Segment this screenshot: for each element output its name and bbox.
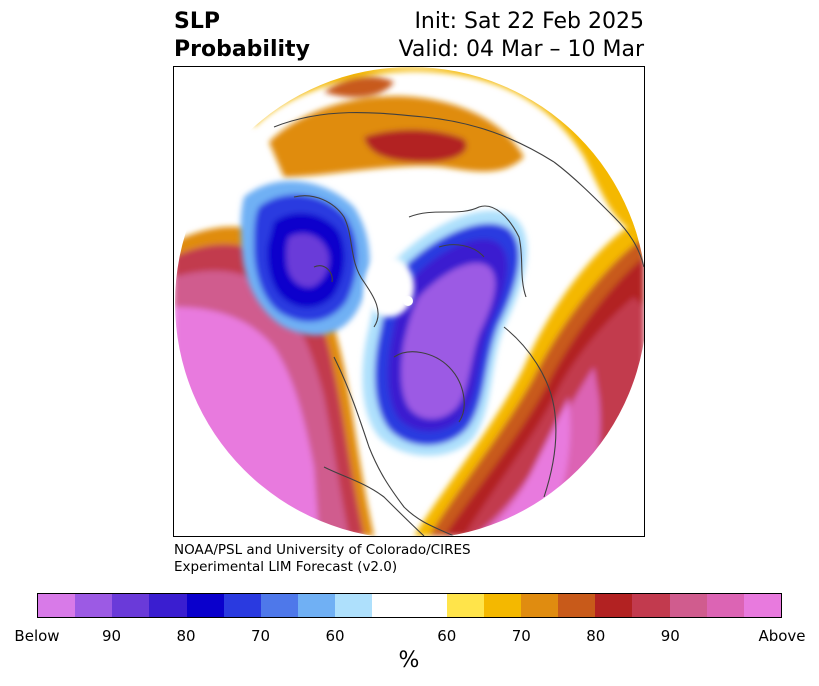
colorbar-tick-label: 80 [176, 627, 196, 645]
colorbar-unit: % [398, 648, 420, 673]
colorbar-tick-label: Above [758, 627, 806, 645]
colorbar-segment [706, 594, 744, 617]
west-below-anomaly [240, 180, 370, 336]
colorbar-segment [669, 594, 707, 617]
colorbar-segment [483, 594, 522, 617]
colorbar-tick-label: 60 [437, 627, 457, 645]
colorbar [37, 593, 782, 618]
chart-title: SLP Probability [174, 8, 310, 64]
credit-line-2: Experimental LIM Forecast (v2.0) [174, 559, 398, 575]
title-line-2: Probability [174, 37, 310, 62]
colorbar-segment [75, 594, 113, 617]
coastlines [273, 111, 644, 536]
title-line-1: SLP [174, 9, 220, 34]
colorbar-segment [298, 594, 336, 617]
colorbar-tick-label: 70 [511, 627, 531, 645]
colorbar-segment [38, 594, 76, 617]
colorbar-segment [335, 594, 373, 617]
forecast-dates: Init: Sat 22 Feb 2025 Valid: 04 Mar – 10… [399, 8, 644, 64]
colorbar-tick-label: 90 [101, 627, 122, 645]
north-pole-marker [403, 296, 413, 306]
colorbar-segment [223, 594, 261, 617]
valid-range: Valid: 04 Mar – 10 Mar [398, 37, 644, 62]
colorbar-tick-label: Below [14, 627, 60, 645]
colorbar-tick-label: 60 [325, 627, 345, 645]
data-credit: NOAA/PSL and University of Colorado/CIRE… [174, 542, 471, 576]
init-date: Init: Sat 22 Feb 2025 [414, 9, 644, 34]
colorbar-segment [595, 594, 633, 617]
credit-line-1: NOAA/PSL and University of Colorado/CIRE… [174, 542, 471, 558]
colorbar-segment [186, 594, 224, 617]
colorbar-segment [446, 594, 484, 617]
colorbar-segment [521, 594, 559, 617]
colorbar-segment [372, 594, 447, 617]
colorbar-segment [743, 594, 782, 617]
colorbar-tick-label: 90 [660, 627, 680, 645]
neutral-gap [364, 257, 414, 317]
polar-map [175, 67, 644, 536]
colorbar-segment [632, 594, 670, 617]
map-panel [173, 66, 645, 537]
colorbar-segment [112, 594, 150, 617]
colorbar-segment [149, 594, 187, 617]
colorbar-segment [558, 594, 596, 617]
colorbar-tick-label: 80 [586, 627, 606, 645]
colorbar-tick-label: 70 [250, 627, 271, 645]
colorbar-segment [260, 594, 299, 617]
